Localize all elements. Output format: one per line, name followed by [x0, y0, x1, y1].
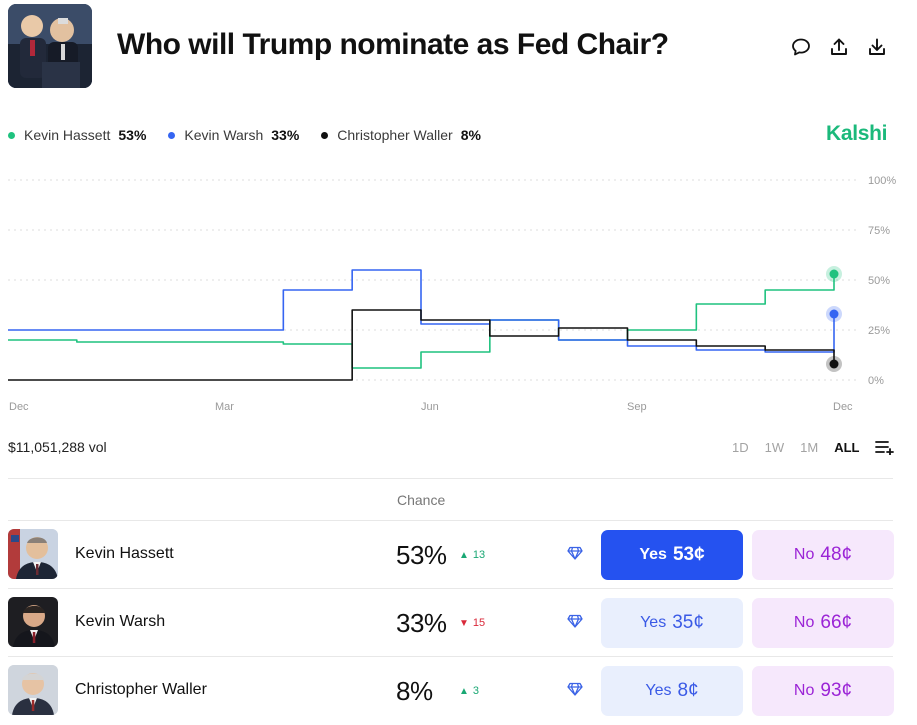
- time-range-selector: 1D 1W 1M ALL: [724, 439, 895, 455]
- legend-name: Christopher Waller: [337, 127, 453, 143]
- market-header: Who will Trump nominate as Fed Chair?: [8, 4, 908, 90]
- legend-dot: [168, 131, 176, 139]
- series-line-3: [8, 309, 835, 381]
- no-label: No: [793, 546, 815, 563]
- legend-dot: [321, 131, 329, 139]
- delta-value: 13: [472, 549, 486, 561]
- avatar: [8, 597, 58, 647]
- chance-value: 8%: [396, 676, 433, 706]
- page-title: Who will Trump nominate as Fed Chair?: [117, 28, 669, 61]
- chance-delta: ▼ 15: [459, 617, 485, 629]
- yes-label: Yes: [640, 614, 667, 631]
- market-thumbnail: [8, 4, 92, 88]
- candidate-name: Christopher Waller: [75, 681, 207, 698]
- y-tick-label: 25%: [868, 325, 890, 337]
- avatar: [8, 529, 58, 579]
- market-thumbnail-image: [8, 4, 92, 88]
- yes-price: 8¢: [677, 680, 699, 701]
- table-row[interactable]: Kevin Hassett 53% ▲ 13 Yes 53¢ No 48¢: [8, 521, 894, 588]
- avatar-image: [8, 665, 58, 715]
- diamond-icon[interactable]: [567, 681, 583, 697]
- diamond-icon[interactable]: [567, 613, 583, 629]
- legend-item-warsh: Kevin Warsh 33%: [168, 127, 299, 143]
- avatar-image: [8, 529, 58, 579]
- chance-delta: ▲ 3: [459, 685, 479, 697]
- candidate-name: Kevin Hassett: [75, 545, 174, 562]
- buy-yes-button[interactable]: Yes 35¢: [601, 598, 743, 648]
- no-price: 93¢: [820, 680, 853, 701]
- buy-yes-button[interactable]: Yes 8¢: [601, 666, 743, 716]
- price-history-chart[interactable]: 100% 75% 50% 25% 0% Dec Mar Jun Sep Dec: [0, 165, 917, 420]
- chance-delta: ▲ 13: [459, 549, 485, 561]
- legend-pct: 8%: [460, 127, 481, 143]
- x-tick-label: Jun: [421, 401, 439, 413]
- yes-label: Yes: [645, 682, 672, 699]
- legend-pct: 33%: [271, 127, 300, 143]
- divider: [8, 478, 893, 479]
- diamond-icon[interactable]: [567, 545, 583, 561]
- no-label: No: [793, 614, 815, 631]
- delta-value: 3: [472, 685, 480, 697]
- range-1w[interactable]: 1W: [764, 439, 785, 455]
- no-price: 66¢: [820, 612, 853, 633]
- legend-pct: 53%: [118, 127, 147, 143]
- buy-yes-button[interactable]: Yes 53¢: [601, 530, 743, 580]
- yes-label: Yes: [639, 546, 667, 563]
- delta-value: 15: [472, 617, 486, 629]
- avatar-image: [8, 597, 58, 647]
- share-icon[interactable]: [828, 36, 850, 58]
- legend-dot: [8, 131, 15, 139]
- y-tick-label: 75%: [868, 225, 890, 237]
- no-price: 48¢: [820, 544, 853, 565]
- range-1m[interactable]: 1M: [800, 439, 819, 455]
- kalshi-logo: Kalshi: [826, 122, 888, 145]
- chance-value: 53%: [396, 540, 447, 570]
- series-end-point: [829, 309, 839, 319]
- x-tick-label: Mar: [215, 401, 234, 413]
- chance-column-header: Chance: [397, 492, 446, 508]
- series-end-point: [829, 269, 839, 279]
- buy-no-button[interactable]: No 93¢: [752, 666, 894, 716]
- y-tick-label: 50%: [868, 275, 890, 287]
- divider: [8, 656, 893, 657]
- chart-legend: Kevin Hassett 53% Kevin Warsh 33% Christ…: [8, 125, 503, 145]
- no-label: No: [793, 682, 815, 699]
- comment-icon[interactable]: [790, 36, 812, 58]
- up-arrow-icon: ▲: [459, 549, 469, 561]
- buy-no-button[interactable]: No 48¢: [752, 530, 894, 580]
- divider: [8, 588, 893, 589]
- down-arrow-icon: ▼: [459, 617, 469, 629]
- chance-value: 33%: [396, 608, 447, 638]
- buy-no-button[interactable]: No 66¢: [752, 598, 894, 648]
- table-row[interactable]: Kevin Warsh 33% ▼ 15 Yes 35¢ No 66¢: [8, 589, 894, 656]
- x-tick-label: Sep: [627, 401, 647, 413]
- range-1d[interactable]: 1D: [732, 439, 749, 455]
- yes-price: 35¢: [672, 612, 704, 633]
- up-arrow-icon: ▲: [459, 685, 469, 697]
- legend-item-waller: Christopher Waller 8%: [321, 127, 481, 143]
- yes-price: 53¢: [672, 544, 705, 565]
- divider: [8, 520, 893, 521]
- volume-label: $11,051,288 vol: [8, 439, 107, 455]
- download-icon[interactable]: [866, 36, 888, 58]
- series-end-point: [829, 359, 839, 369]
- candidate-name: Kevin Warsh: [75, 613, 166, 630]
- y-tick-label: 100%: [868, 175, 896, 187]
- x-tick-label: Dec: [833, 401, 853, 413]
- series-line-1: [8, 274, 835, 369]
- table-row[interactable]: Christopher Waller 8% ▲ 3 Yes 8¢ No 93¢: [8, 657, 894, 724]
- range-all[interactable]: ALL: [834, 439, 860, 455]
- y-tick-label: 0%: [868, 375, 884, 387]
- legend-name: Kevin Hassett: [24, 127, 111, 143]
- avatar: [8, 665, 58, 715]
- legend-item-hassett: Kevin Hassett 53%: [8, 127, 146, 143]
- legend-name: Kevin Warsh: [184, 127, 264, 143]
- x-tick-label: Dec: [9, 401, 29, 413]
- add-to-list-icon[interactable]: [875, 439, 895, 455]
